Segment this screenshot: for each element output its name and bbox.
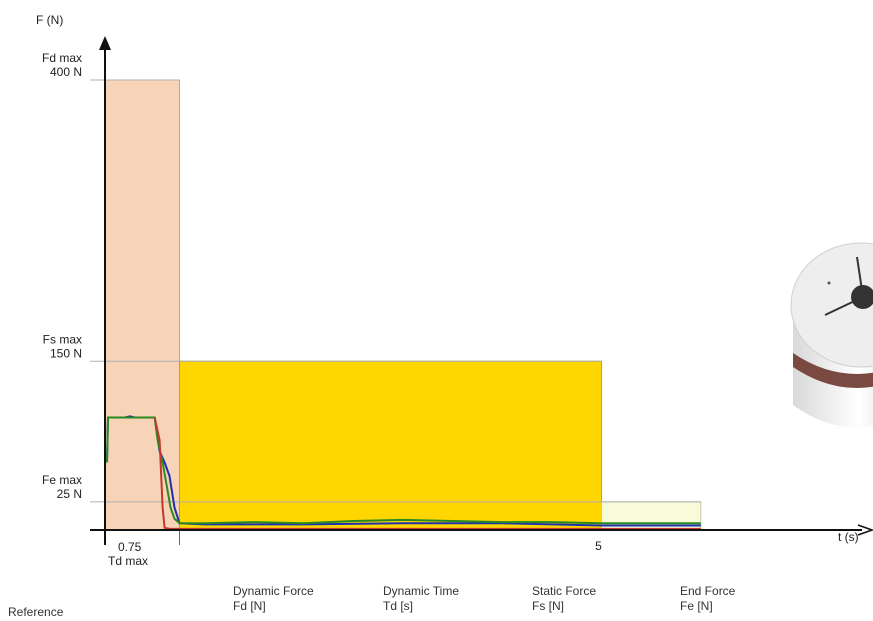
series-line-2	[153, 417, 701, 530]
footer-col-end-force: End Force Fe [N]	[680, 584, 736, 613]
y-axis-arrow	[99, 36, 111, 50]
y-tick-sublabel-1: Fs max	[43, 332, 82, 346]
y-tick-sublabel-0: Fd max	[42, 51, 82, 65]
x-axis-arrow	[857, 524, 873, 536]
y-axis-label: F (N)	[36, 13, 63, 27]
footer-reference: Reference	[8, 605, 64, 619]
y-tick-label-1: 150 N	[50, 346, 82, 360]
limit-zone-0	[104, 79, 180, 531]
limit-zones	[104, 79, 702, 531]
footer-col-dynamic-time: Dynamic Time Td [s]	[383, 584, 460, 613]
series-line-1	[106, 416, 701, 525]
x-tick-label-0: 0.75	[118, 540, 142, 554]
x-tick-label-1: 5	[595, 539, 602, 553]
series-lines	[106, 415, 701, 530]
x-tick-sublabel-0: Td max	[108, 554, 148, 568]
x-axis-label: t (s)	[838, 530, 859, 544]
axes	[90, 36, 873, 545]
footer-col-dynamic-force: Dynamic Force Fd [N]	[233, 584, 314, 613]
sensor-device-image	[785, 235, 873, 455]
y-tick-label-0: 400 N	[50, 65, 82, 79]
limit-zone-1	[178, 360, 602, 531]
y-tick-sublabel-2: Fe max	[42, 473, 82, 487]
y-tick-label-2: 25 N	[57, 487, 82, 501]
footer-col-static-force: Static Force Fs [N]	[532, 584, 597, 613]
